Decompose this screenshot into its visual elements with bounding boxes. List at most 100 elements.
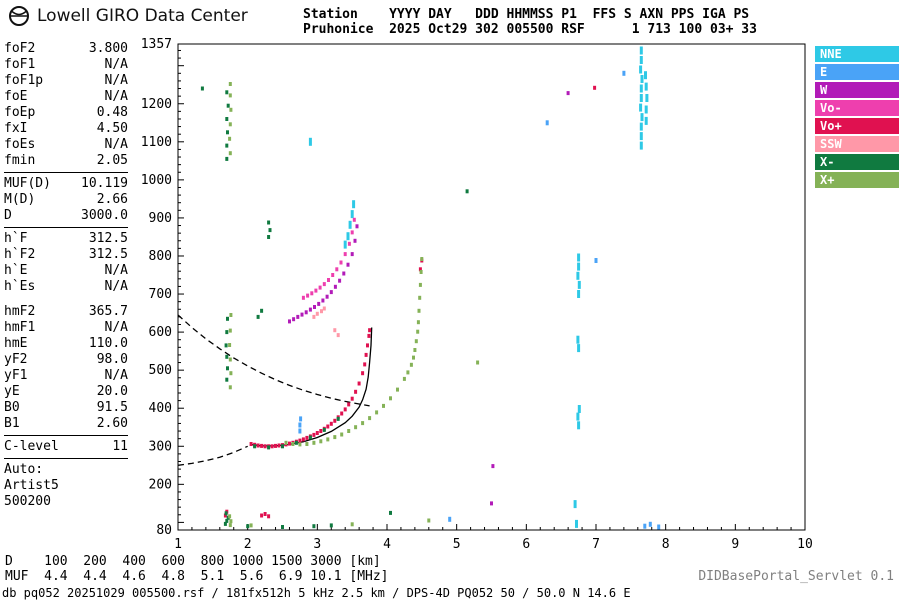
echo-point-NNE [639, 141, 643, 150]
echo-point-X+ [228, 514, 232, 519]
echo-point-Vo+ [267, 514, 271, 519]
echo-point-X- [224, 343, 228, 348]
param-value: 3.800 [88, 41, 128, 56]
echo-point-Vo+ [326, 424, 330, 429]
echo-point-X+ [420, 257, 424, 261]
echo-point-Vo+ [361, 371, 365, 376]
param-row-h`Es: h`Es N/A [4, 279, 128, 295]
y-tick-label: 1100 [141, 135, 172, 150]
param-value: 2.05 [96, 153, 128, 168]
echo-point-SSW [312, 314, 316, 319]
echo-point-NNE [644, 82, 648, 91]
echo-point-X+ [375, 410, 379, 415]
echo-point-Vo- [343, 252, 347, 257]
logo-text: Lowell GIRO Data Center [37, 6, 248, 26]
echo-point-X+ [298, 442, 302, 447]
echo-point-E [545, 120, 549, 126]
echo-point-X- [200, 86, 204, 91]
param-row-fmin: fmin 2.05 [4, 153, 128, 169]
echo-point-Vo+ [260, 443, 264, 448]
echo-point-X+ [291, 442, 295, 446]
echo-point-W [313, 305, 316, 309]
echo-point-Vo+ [223, 513, 227, 518]
auto-line: 500200 [4, 494, 51, 509]
echo-point-W [355, 224, 359, 229]
echo-point-Vo- [310, 291, 314, 296]
echo-point-X+ [228, 357, 232, 362]
x-tick-label: 5 [453, 537, 461, 552]
echo-point-X+ [418, 282, 422, 287]
divider [4, 435, 128, 436]
station-header-line2: Pruhonice 2025 Oct29 302 005500 RSF 1 71… [303, 22, 757, 37]
d-row: D 100 200 400 600 800 1000 1500 3000 [km… [5, 554, 381, 569]
param-row-foF1p: foF1p N/A [4, 73, 128, 89]
x-tick-label: 8 [662, 537, 670, 552]
legend-item-SSW: SSW [815, 136, 899, 152]
x-tick-label: 7 [592, 537, 600, 552]
echo-point-NNE [308, 137, 312, 146]
echo-point-W [308, 307, 312, 312]
echo-point-Vo+ [368, 328, 372, 333]
station-header-line1: Station YYYY DAY DDD HHMMSS P1 FFS S AXN… [303, 7, 750, 22]
echo-point-X+ [305, 442, 309, 446]
param-row-C-level: C-level 11 [4, 439, 128, 455]
echo-point-X- [225, 330, 229, 335]
y-tick-label: 200 [149, 477, 172, 492]
echo-point-X- [281, 525, 284, 529]
echo-point-X+ [229, 519, 233, 524]
echo-point-Vo+ [260, 513, 264, 518]
echo-point-W [321, 298, 325, 303]
y-tick-label: 80 [156, 523, 172, 538]
echo-point-X+ [417, 308, 421, 313]
echo-point-NNE [573, 500, 577, 509]
echo-point-NNE [639, 46, 643, 55]
echo-point-W [491, 464, 495, 469]
echo-point-NNE [577, 253, 581, 262]
echo-point-X+ [228, 385, 232, 390]
param-row-B0: B0 91.5 [4, 400, 128, 416]
echo-point-NNE [348, 220, 352, 229]
legend-item-Vo+: Vo+ [815, 118, 899, 134]
param-row-foEp: foEp 0.48 [4, 105, 128, 121]
echo-point-X+ [414, 339, 418, 344]
param-value: N/A [104, 263, 128, 278]
echo-point-X+ [402, 376, 406, 381]
echo-point-NNE [577, 262, 581, 271]
echo-point-E [299, 416, 303, 422]
echo-point-Vo- [327, 278, 330, 282]
param-row-yE: yE 20.0 [4, 384, 128, 400]
y-tick-label: 600 [149, 325, 172, 340]
param-label: foE [4, 89, 28, 104]
param-label: h`E [4, 263, 28, 278]
echo-point-Vo+ [298, 438, 302, 443]
echo-point-W [304, 310, 308, 315]
echo-point-W [346, 262, 350, 267]
param-row-yF2: yF2 98.0 [4, 352, 128, 368]
echo-point-SSW [315, 311, 319, 316]
param-label: hmF1 [4, 320, 36, 335]
echo-point-W [342, 271, 346, 276]
echo-point-Vo- [352, 217, 356, 222]
echo-point-X- [465, 189, 469, 194]
param-row-hmF1: hmF1 N/A [4, 320, 128, 336]
legend-item-NNE: NNE [815, 46, 899, 62]
echo-point-Vo+ [329, 421, 333, 426]
echo-point-E [594, 258, 598, 263]
echo-point-X+ [228, 82, 232, 86]
echo-point-X+ [409, 362, 413, 367]
footer-info: db pq052 20251029 005500.rsf / 181fx512h… [2, 586, 631, 600]
param-row-hmE: hmE 110.0 [4, 336, 128, 352]
echo-point-X- [225, 143, 229, 148]
echo-point-NNE [639, 103, 643, 112]
echo-point-NNE [639, 65, 643, 74]
echo-point-X+ [418, 295, 422, 300]
echo-point-X+ [354, 425, 358, 430]
legend-item-W: W [815, 82, 899, 98]
echo-point-NNE [640, 113, 644, 122]
param-row-B1: B1 2.60 [4, 416, 128, 432]
echo-point-X+ [382, 403, 385, 408]
echo-point-E [298, 422, 302, 428]
curve-transmission-curve [177, 314, 370, 407]
echo-point-NNE [576, 412, 580, 421]
